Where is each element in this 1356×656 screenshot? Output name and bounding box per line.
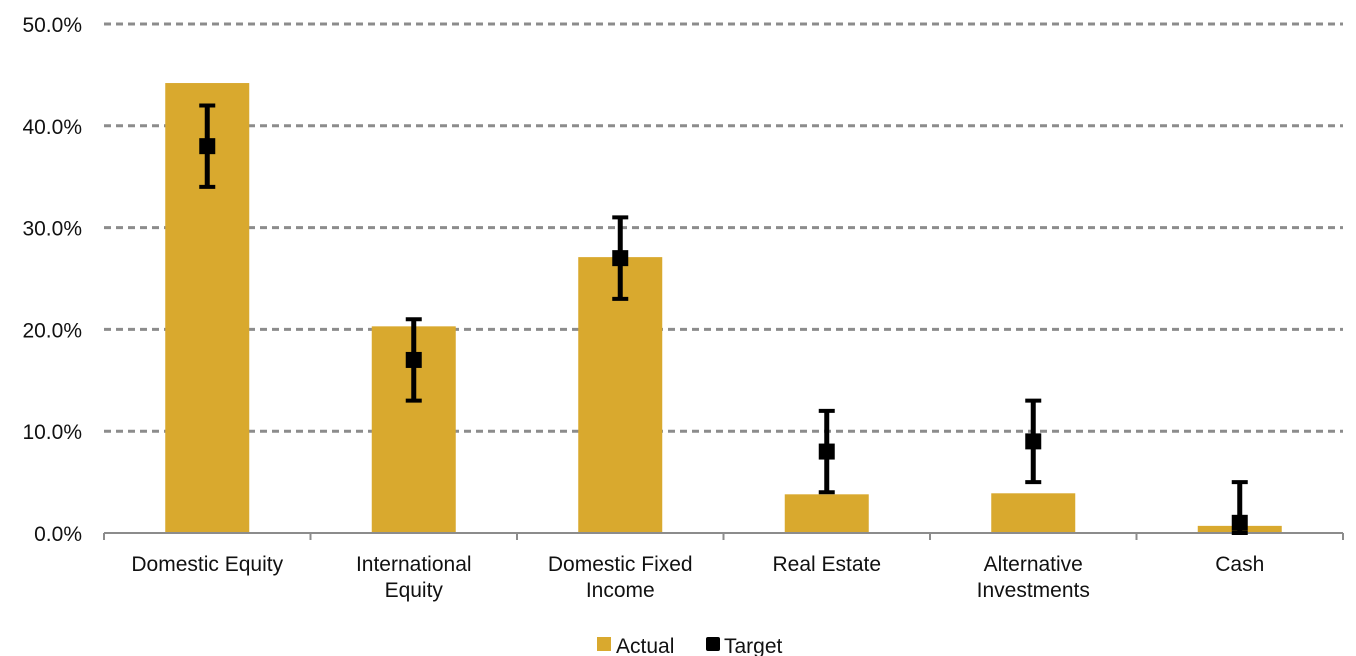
x-category-label: Alternative Investments	[977, 553, 1090, 602]
legend-label-target: Target	[724, 635, 783, 656]
target-marker	[405, 317, 422, 403]
target-marker	[612, 215, 629, 301]
x-category-label: Real Estate	[772, 553, 881, 576]
y-tick-label: 50.0%	[22, 14, 82, 37]
y-tick-label: 10.0%	[22, 421, 82, 444]
target-marker	[199, 103, 216, 189]
y-tick-label: 0.0%	[34, 523, 82, 546]
y-tick-label: 40.0%	[22, 116, 82, 139]
y-tick-label: 20.0%	[22, 319, 82, 342]
legend-swatch-target	[706, 637, 720, 651]
target-marker	[1025, 398, 1042, 485]
x-axis-category-labels: Domestic Equity International Equity Domest…	[131, 553, 1264, 602]
bar-actual	[578, 257, 663, 533]
y-tick-label: 30.0%	[22, 218, 82, 241]
bar-actual	[991, 493, 1076, 533]
legend: Actual Target	[597, 635, 783, 656]
x-category-label: Domestic Fixed Income	[548, 553, 693, 602]
bar-actual	[784, 494, 869, 533]
gridlines	[104, 22, 1343, 433]
x-category-label: Domestic Equity	[131, 553, 283, 576]
target-marker	[1231, 480, 1248, 535]
target-marker	[818, 408, 835, 495]
actual-bars	[165, 83, 1282, 533]
legend-swatch-actual	[597, 637, 611, 651]
target-markers	[199, 103, 1248, 535]
x-category-label: International Equity	[356, 553, 472, 602]
x-category-label: Cash	[1215, 553, 1264, 576]
y-axis-tick-labels: 0.0% 10.0% 20.0% 30.0% 40.0% 50.0%	[22, 14, 82, 546]
legend-label-actual: Actual	[616, 635, 674, 656]
x-axis-ticks	[103, 533, 1344, 540]
